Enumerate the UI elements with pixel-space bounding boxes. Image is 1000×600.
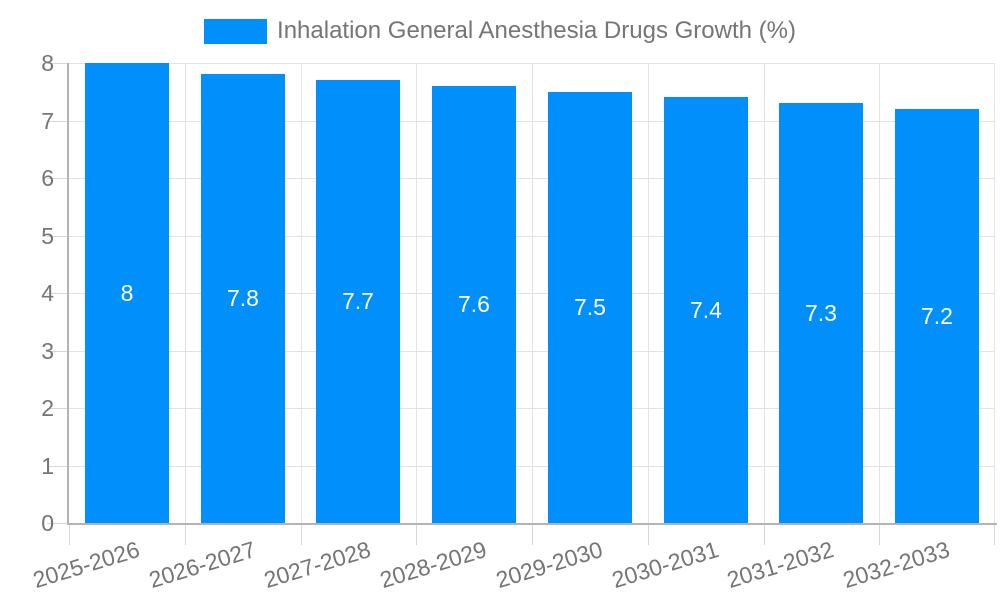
y-axis-line <box>67 63 69 525</box>
x-axis-tick <box>648 525 649 545</box>
y-axis-tick <box>47 523 67 524</box>
gridline-vertical <box>185 63 186 523</box>
y-axis-tick-label: 5 <box>41 223 54 249</box>
bar-value-label: 8 <box>120 279 134 306</box>
bar-value-label: 7.8 <box>227 285 259 311</box>
gridline-vertical <box>532 63 533 523</box>
y-axis-tick-label: 1 <box>41 453 54 479</box>
y-axis-tick <box>47 178 67 179</box>
y-axis-tick-label: 7 <box>41 108 54 134</box>
gridline-vertical <box>301 63 302 523</box>
gridline-vertical <box>416 63 417 523</box>
y-axis-tick <box>47 293 67 294</box>
legend-label: Inhalation General Anesthesia Drugs Grow… <box>277 17 796 44</box>
bar[interactable]: 7.8 <box>201 74 285 523</box>
bar[interactable]: 7.7 <box>316 80 400 523</box>
y-axis-tick-label: 3 <box>41 338 54 364</box>
y-axis-tick <box>47 351 67 352</box>
x-axis-tick <box>185 525 186 545</box>
legend-item[interactable]: Inhalation General Anesthesia Drugs Grow… <box>0 17 1000 45</box>
bar-value-label: 7.2 <box>921 302 953 329</box>
bar[interactable]: 7.6 <box>432 86 516 523</box>
bar-value-label: 7.4 <box>690 296 722 323</box>
x-axis-tick <box>994 525 995 545</box>
bar-value-label: 7.3 <box>805 299 837 326</box>
gridline-vertical <box>648 63 649 523</box>
y-axis-tick-label: 4 <box>41 280 54 306</box>
bar[interactable]: 7.3 <box>779 103 863 523</box>
y-axis-tick <box>47 466 67 467</box>
bar[interactable]: 7.5 <box>548 92 632 523</box>
y-axis-tick-label: 6 <box>41 165 54 191</box>
bar[interactable]: 8 <box>85 63 169 523</box>
y-axis-tick-label: 0 <box>41 510 54 536</box>
bar-value-label: 7.6 <box>458 291 490 317</box>
x-axis-tick <box>879 525 880 545</box>
gridline-vertical <box>994 63 995 523</box>
bar[interactable]: 7.2 <box>895 109 979 523</box>
y-axis-tick-label: 2 <box>41 395 54 421</box>
gridline-vertical <box>764 63 765 523</box>
y-axis-tick-label: 8 <box>41 50 54 76</box>
gridline-vertical <box>879 63 880 523</box>
x-axis-tick <box>416 525 417 545</box>
bar-value-label: 7.5 <box>574 294 606 320</box>
y-axis-tick <box>47 408 67 409</box>
x-axis-tick <box>69 525 70 545</box>
y-axis-tick <box>47 121 67 122</box>
legend-swatch <box>204 18 268 44</box>
bar-value-label: 7.7 <box>342 288 374 314</box>
y-axis-tick <box>47 63 67 64</box>
x-axis-tick <box>532 525 533 545</box>
bar[interactable]: 7.4 <box>664 97 748 523</box>
x-axis-line <box>67 523 997 525</box>
x-axis-tick <box>301 525 302 545</box>
y-axis-tick <box>47 236 67 237</box>
x-axis-tick <box>764 525 765 545</box>
